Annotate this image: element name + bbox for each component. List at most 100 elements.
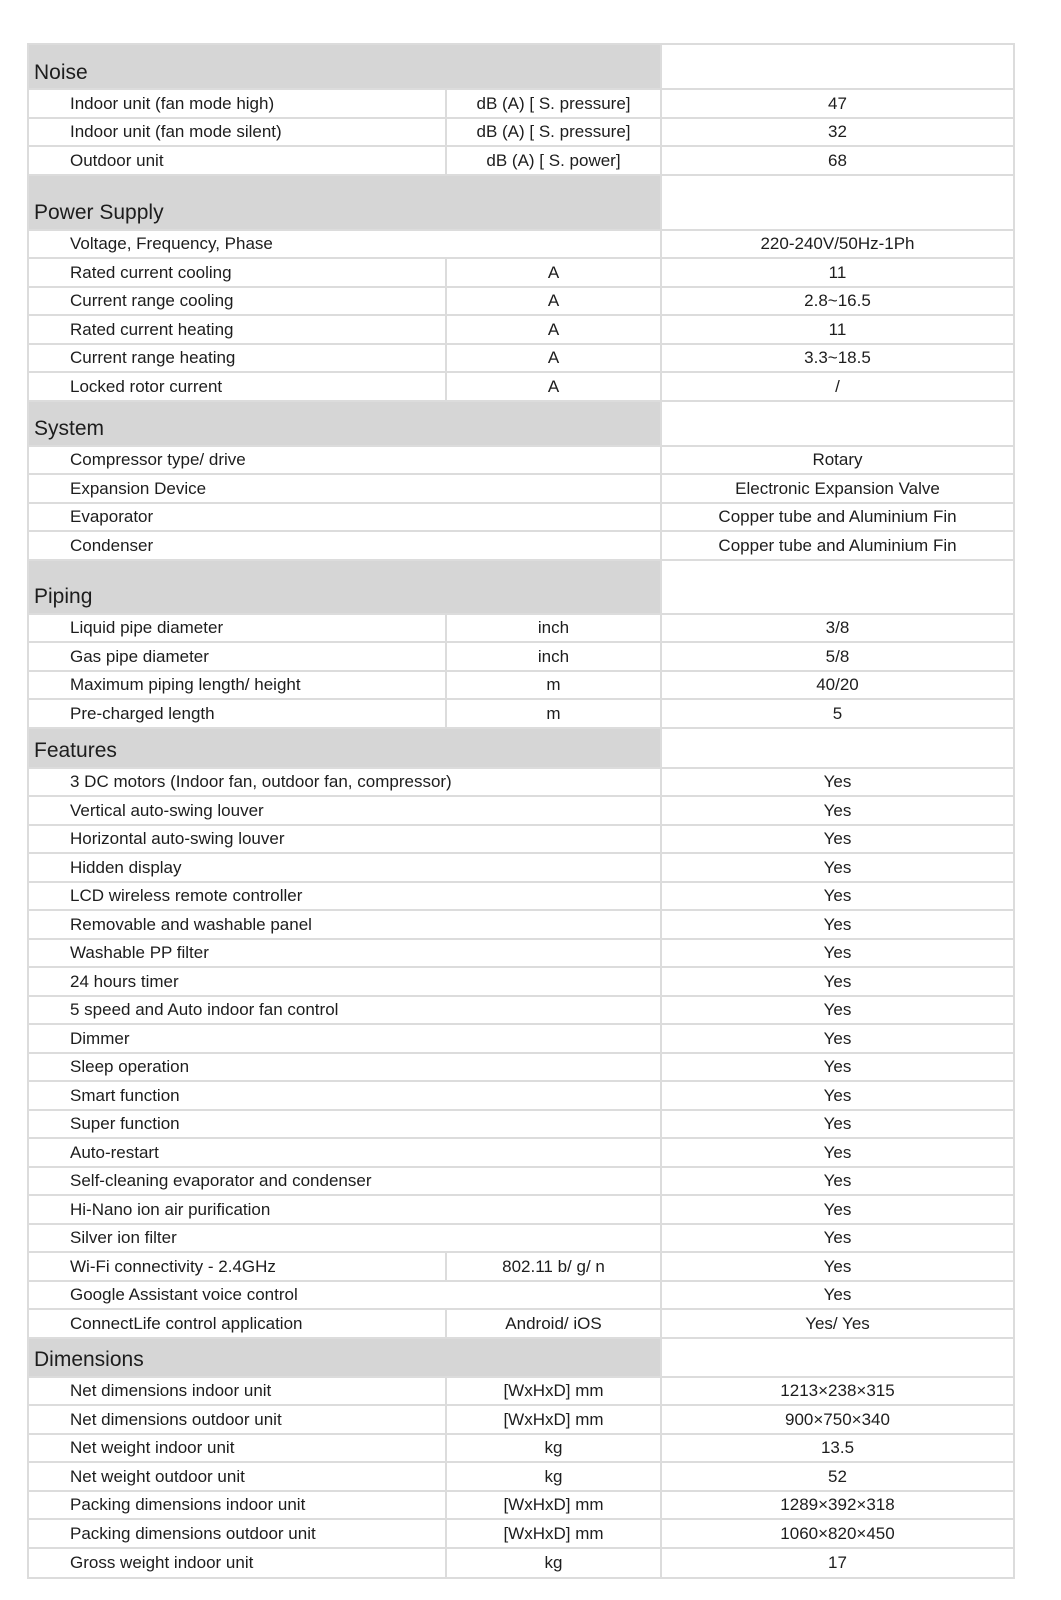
section-system: System Compressor type/ drive Rotary Expans… — [29, 401, 1013, 561]
row-label: Removable and washable panel — [70, 914, 312, 934]
row-value: 1289×392×318 — [660, 1491, 1013, 1518]
row-value: 68 — [660, 147, 1013, 174]
spec-row: Sleep operation Yes — [29, 1053, 1013, 1082]
section-title: Dimensions — [34, 1348, 144, 1372]
section-header: Piping — [29, 560, 1013, 615]
spec-row: Packing dimensions indoor unit [WxHxD] mm… — [29, 1491, 1013, 1520]
row-value: Yes — [660, 1110, 1013, 1137]
row-label: Net dimensions outdoor unit — [70, 1409, 282, 1429]
row-label: Locked rotor current — [70, 376, 223, 396]
row-label: Net dimensions indoor unit — [70, 1381, 272, 1401]
row-unit: [WxHxD] mm — [445, 1520, 660, 1547]
row-unit: A — [445, 259, 660, 286]
section-noise: Noise Indoor unit (fan mode high) dB (A) [… — [29, 45, 1013, 176]
row-value: 1060×820×450 — [660, 1520, 1013, 1547]
row-value: Yes — [660, 1139, 1013, 1166]
row-value: Yes — [660, 1082, 1013, 1109]
row-label: Pre-charged length — [70, 703, 215, 723]
row-label: Wi-Fi connectivity - 2.4GHz — [70, 1256, 276, 1276]
row-value: 5/8 — [660, 643, 1013, 670]
section-header-band: Piping — [29, 560, 660, 613]
spec-row: Net weight outdoor unit kg 52 — [29, 1463, 1013, 1492]
row-label: Packing dimensions indoor unit — [70, 1495, 306, 1515]
section-power-supply: Power Supply Voltage, Frequency, Phase 220… — [29, 175, 1013, 402]
row-label: Voltage, Frequency, Phase — [70, 234, 273, 254]
row-value: 52 — [660, 1463, 1013, 1490]
row-unit: kg — [445, 1548, 660, 1577]
row-label: Super function — [70, 1114, 180, 1134]
spec-row: Horizontal auto-swing louver Yes — [29, 825, 1013, 854]
row-unit: A — [445, 344, 660, 371]
row-label: 24 hours timer — [70, 971, 179, 991]
spec-row: Vertical auto-swing louver Yes — [29, 797, 1013, 826]
section-header-spacer — [660, 175, 1013, 229]
row-unit: inch — [445, 643, 660, 670]
section-header-band: Features — [29, 728, 660, 767]
section-title: System — [34, 417, 105, 441]
row-unit: A — [445, 373, 660, 400]
row-value: Yes — [660, 1224, 1013, 1251]
spec-row: Voltage, Frequency, Phase 220-240V/50Hz-1… — [29, 230, 1013, 259]
row-value: 220-240V/50Hz-1Ph — [660, 230, 1013, 257]
row-unit: [WxHxD] mm — [445, 1491, 660, 1518]
section-title: Features — [34, 739, 117, 763]
section-piping: Piping Liquid pipe diameter inch 3/8 Gas pip… — [29, 560, 1013, 729]
section-header-spacer — [660, 45, 1013, 88]
spec-row: Google Assistant voice control Yes — [29, 1281, 1013, 1310]
row-label: Smart function — [70, 1085, 180, 1105]
row-unit: [WxHxD] mm — [445, 1377, 660, 1404]
row-value: 2.8~16.5 — [660, 287, 1013, 314]
row-value: Yes — [660, 996, 1013, 1023]
spec-row: LCD wireless remote controller Yes — [29, 882, 1013, 911]
spec-row: Evaporator Copper tube and Aluminium Fin — [29, 503, 1013, 532]
row-value: Yes — [660, 968, 1013, 995]
row-value: Yes/ Yes — [660, 1310, 1013, 1337]
row-value: Rotary — [660, 446, 1013, 473]
row-value: Copper tube and Aluminium Fin — [660, 532, 1013, 559]
row-value: 47 — [660, 90, 1013, 117]
spec-row: Condenser Copper tube and Aluminium Fin — [29, 532, 1013, 561]
spec-row: 5 speed and Auto indoor fan control Yes — [29, 996, 1013, 1025]
row-label: Auto-restart — [70, 1142, 159, 1162]
section-header: Power Supply — [29, 175, 1013, 231]
row-label: Gross weight indoor unit — [70, 1553, 254, 1573]
spec-row: Wi-Fi connectivity - 2.4GHz 802.11 b/ g/ … — [29, 1253, 1013, 1282]
row-value: Electronic Expansion Valve — [660, 475, 1013, 502]
spec-row: Expansion Device Electronic Expansion Val… — [29, 475, 1013, 504]
section-header: Features — [29, 728, 1013, 769]
row-label: Indoor unit (fan mode high) — [70, 93, 275, 113]
spec-row: Hi-Nano ion air purification Yes — [29, 1196, 1013, 1225]
spec-row: Dimmer Yes — [29, 1025, 1013, 1054]
row-value: Yes — [660, 797, 1013, 824]
row-label: Vertical auto-swing louver — [70, 800, 264, 820]
row-value: 1213×238×315 — [660, 1377, 1013, 1404]
row-value: 17 — [660, 1548, 1013, 1577]
row-unit: A — [445, 287, 660, 314]
row-label: Liquid pipe diameter — [70, 618, 224, 638]
row-label: Current range heating — [70, 348, 236, 368]
spec-row: Net dimensions indoor unit [WxHxD] mm 1213… — [29, 1377, 1013, 1406]
row-value: Yes — [660, 768, 1013, 795]
row-label: Sleep operation — [70, 1057, 190, 1077]
row-unit: Android/ iOS — [445, 1310, 660, 1337]
row-unit: kg — [445, 1434, 660, 1461]
row-value: 3.3~18.5 — [660, 344, 1013, 371]
spec-row: Outdoor unit dB (A) [ S. power] 68 — [29, 147, 1013, 176]
row-label: Hidden display — [70, 857, 182, 877]
row-label: 3 DC motors (Indoor fan, outdoor fan, co… — [70, 772, 452, 792]
row-label: Current range cooling — [70, 291, 234, 311]
row-label: Expansion Device — [70, 478, 207, 498]
row-label: Gas pipe diameter — [70, 646, 209, 666]
row-unit: [WxHxD] mm — [445, 1406, 660, 1433]
row-label: Horizontal auto-swing louver — [70, 829, 285, 849]
row-label: Condenser — [70, 535, 154, 555]
section-header-spacer — [660, 728, 1013, 767]
row-value: 11 — [660, 316, 1013, 343]
row-value: 5 — [660, 700, 1013, 727]
spec-row: Current range heating A 3.3~18.5 — [29, 344, 1013, 373]
row-unit: kg — [445, 1463, 660, 1490]
row-value: Yes — [660, 1253, 1013, 1280]
row-value: / — [660, 373, 1013, 400]
row-label: Washable PP filter — [70, 943, 209, 963]
spec-row: Packing dimensions outdoor unit [WxHxD] m… — [29, 1520, 1013, 1549]
